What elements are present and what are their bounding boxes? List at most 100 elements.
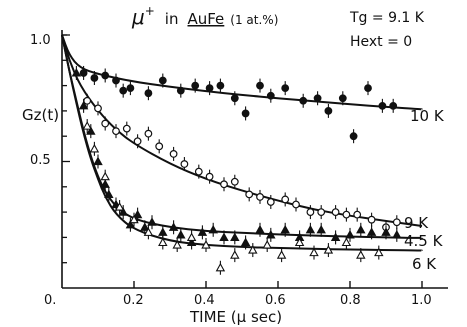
y-tick-label-1.0: 1.0	[30, 33, 51, 48]
marker	[262, 240, 272, 249]
data-point-series-2	[78, 98, 89, 113]
hext-annotation: Hext = 0	[350, 34, 412, 50]
marker	[220, 180, 228, 189]
marker	[101, 119, 110, 128]
data-point-series-1	[353, 207, 362, 222]
data-point-series-1	[392, 215, 401, 230]
marker	[241, 109, 250, 118]
marker	[140, 222, 150, 231]
marker	[89, 143, 100, 153]
data-point-series-0	[119, 83, 128, 98]
marker	[356, 250, 366, 259]
marker	[147, 217, 157, 226]
marker	[342, 210, 351, 219]
marker	[168, 222, 179, 231]
data-point-series-2	[330, 230, 341, 245]
marker	[366, 227, 377, 236]
data-point-series-2	[356, 222, 366, 237]
marker	[256, 193, 264, 201]
data-point-series-3	[82, 119, 92, 134]
marker	[266, 91, 275, 100]
marker	[392, 229, 402, 239]
series-label-6k: 6 K	[412, 255, 437, 273]
data-point-series-1	[367, 212, 376, 227]
x-tick-label-0.4: 0.4	[194, 293, 215, 308]
marker	[112, 76, 120, 85]
marker	[381, 227, 391, 236]
data-point-series-2	[366, 225, 377, 240]
data-point-series-2	[255, 222, 265, 237]
marker	[245, 190, 254, 199]
data-point-series-0	[338, 91, 347, 106]
marker	[94, 104, 102, 113]
data-point-series-0	[101, 68, 110, 83]
data-point-series-1	[306, 205, 315, 220]
axes	[61, 30, 448, 289]
data-point-series-2	[140, 220, 150, 235]
data-point-series-1	[331, 205, 340, 220]
data-point-series-1	[292, 197, 300, 212]
data-point-series-0	[230, 91, 239, 106]
marker	[197, 227, 208, 236]
marker	[367, 215, 376, 224]
x-axis-title: TIME (μ sec)	[189, 308, 282, 326]
marker	[299, 96, 308, 105]
marker	[330, 232, 341, 241]
data-point-series-3	[356, 248, 366, 263]
marker	[292, 200, 300, 209]
data-point-series-1	[205, 169, 214, 184]
marker	[100, 171, 110, 181]
marker	[281, 195, 290, 204]
ticks	[62, 34, 423, 288]
data-point-series-1	[169, 146, 178, 161]
marker	[341, 237, 352, 247]
data-point-series-3	[341, 235, 352, 250]
data-point-series-1	[112, 124, 120, 139]
marker	[133, 137, 142, 146]
marker	[194, 167, 203, 176]
data-point-series-3	[323, 243, 334, 258]
data-point-series-1	[256, 189, 264, 204]
marker	[118, 207, 128, 216]
data-point-series-2	[168, 220, 179, 235]
marker	[129, 214, 139, 224]
data-point-series-2	[208, 222, 218, 237]
marker	[176, 86, 185, 95]
data-point-series-3	[201, 237, 211, 252]
marker	[230, 94, 239, 103]
marker	[255, 224, 265, 234]
x-tick-label-0.8: 0.8	[340, 293, 361, 308]
data-point-series-0	[256, 78, 264, 93]
marker	[101, 71, 110, 80]
data-point-series-0	[176, 83, 185, 98]
data-point-series-1	[245, 187, 254, 202]
data-point-series-0	[216, 78, 225, 93]
data-point-series-2	[266, 227, 276, 242]
marker	[338, 94, 347, 103]
marker	[324, 106, 333, 115]
marker	[349, 132, 358, 141]
marker	[389, 101, 398, 110]
data-point-series-2	[381, 225, 391, 240]
data-point-series-2	[104, 187, 114, 202]
data-point-series-0	[266, 88, 275, 103]
data-point-series-1	[155, 139, 164, 154]
marker	[158, 76, 167, 85]
data-point-series-1	[133, 134, 142, 149]
marker	[331, 208, 340, 217]
marker	[158, 237, 168, 247]
data-point-series-0	[241, 106, 250, 121]
data-point-series-1	[220, 177, 228, 192]
data-point-series-1	[101, 116, 110, 131]
marker	[155, 142, 164, 151]
data-point-series-1	[180, 157, 189, 172]
data-point-series-3	[89, 141, 100, 156]
marker	[205, 172, 214, 181]
fit-curve-series-0	[61, 34, 423, 111]
data-point-series-2	[132, 207, 143, 222]
marker	[93, 156, 103, 166]
marker	[215, 262, 226, 272]
marker	[306, 208, 315, 217]
data-point-series-0	[281, 81, 290, 96]
